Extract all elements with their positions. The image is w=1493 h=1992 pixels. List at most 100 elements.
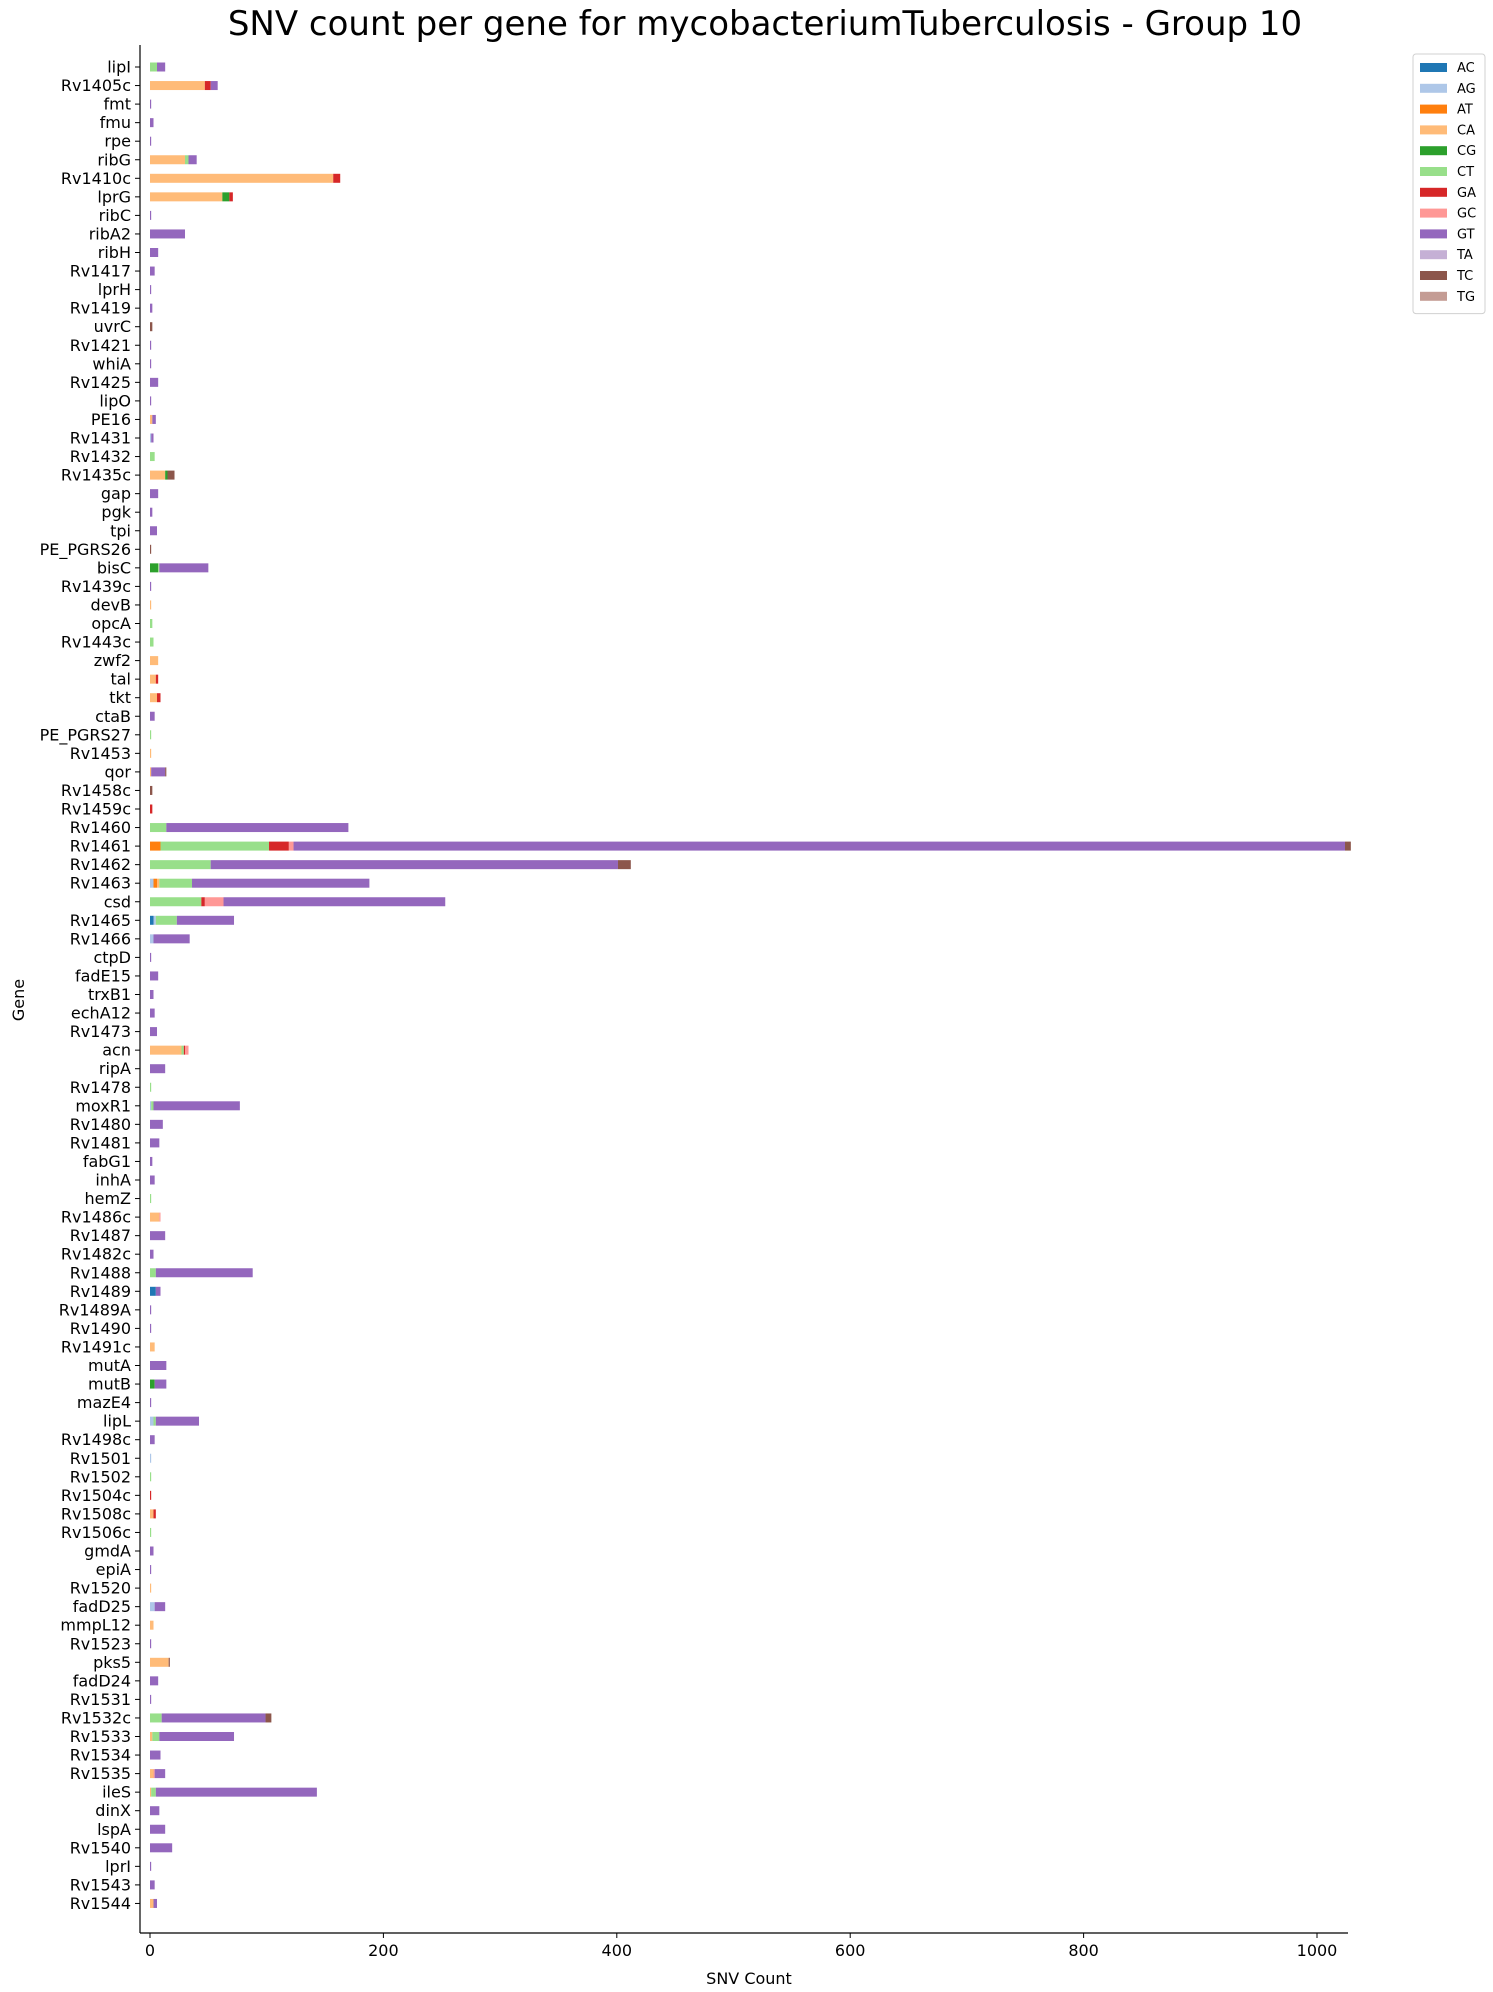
y-tick-label: bisC [97, 558, 131, 577]
y-tick-label: Rv1466 [70, 929, 131, 948]
legend: AC AG AT CA CG CT GA GC GT TA TC TG [1412, 53, 1486, 315]
bar-row [150, 526, 158, 536]
bar-row [150, 915, 235, 925]
bar-row [150, 452, 155, 462]
legend-swatch [1420, 104, 1447, 114]
bar-segment-gt [293, 841, 1346, 851]
legend-swatch [1420, 63, 1447, 72]
y-tick-label: ctpD [93, 948, 131, 967]
bar-row [150, 1027, 158, 1037]
y-tick-label: Rv1487 [70, 1226, 131, 1245]
x-tick-label: 400 [602, 1941, 633, 1960]
bar-segment-ga [155, 674, 159, 684]
bar-row [150, 730, 152, 740]
bar-segment-ct [150, 860, 211, 870]
bar-segment-ca [150, 1657, 169, 1667]
bar-area [150, 62, 1351, 1908]
bar-segment-gt [150, 303, 153, 313]
bar-segment-gt [155, 1416, 200, 1426]
bar-segment-ag [150, 1602, 155, 1612]
legend-swatch [1420, 146, 1447, 156]
y-tick-label: ileS [102, 1783, 131, 1802]
bar-segment-gt [150, 1750, 161, 1760]
bar-row [150, 1453, 152, 1463]
bar-row [150, 544, 152, 554]
bar-row [150, 1305, 152, 1315]
legend-label: AG [1457, 82, 1476, 97]
y-tick-label: lipI [107, 58, 131, 77]
bar-segment-ag [150, 878, 154, 888]
bar-segment-at [153, 878, 158, 888]
y-tick-label: Rv1508c [61, 1504, 131, 1523]
bar-row [150, 1490, 152, 1500]
bar-row [150, 1898, 158, 1908]
bar-segment-tc [265, 1713, 272, 1723]
bar-row [150, 1565, 152, 1575]
bar-segment-gt [150, 1639, 152, 1649]
bar-segment-gt [155, 1787, 317, 1797]
y-tick-label: Rv1459c [61, 800, 131, 819]
bar-row [150, 823, 349, 833]
y-tick-label: lprH [98, 280, 131, 299]
bar-segment-gt [150, 229, 186, 239]
bar-segment-gt [157, 62, 166, 72]
bar-segment-ct [150, 62, 158, 72]
legend-label: AC [1457, 61, 1475, 76]
bar-row [150, 1361, 167, 1370]
bar-segment-gc [153, 1769, 155, 1779]
bar-row [150, 1602, 166, 1612]
bar-row [150, 1620, 154, 1630]
y-axis: lipIRv1405cfmtfmurperibGRv1410clprGribCr… [40, 45, 141, 1933]
bar-row [150, 656, 159, 666]
bar-segment-gc [204, 897, 224, 907]
bar-segment-ca [150, 600, 152, 610]
bar-segment-ct [150, 1194, 152, 1204]
y-tick-label: mmpL12 [60, 1616, 131, 1635]
y-tick-label: Rv1480 [70, 1115, 131, 1134]
y-tick-label: Rv1461 [70, 837, 131, 856]
bar-segment-gt [150, 581, 152, 591]
bar-row [150, 1286, 161, 1296]
y-tick-label: Rv1543 [70, 1875, 131, 1894]
bar-segment-cg [150, 563, 159, 573]
bar-row [150, 563, 209, 573]
bar-row [150, 1435, 155, 1445]
bar-row [150, 1657, 170, 1667]
bar-row [150, 1824, 166, 1834]
y-tick-label: Rv1431 [70, 429, 131, 448]
bar-segment-gc [159, 1212, 161, 1222]
legend-swatch [1420, 291, 1447, 301]
bar-row [150, 470, 175, 480]
bar-segment-ga [269, 841, 289, 851]
bar-segment-ca [150, 674, 156, 684]
bar-segment-ca [150, 1732, 153, 1741]
bar-row [150, 619, 153, 628]
bar-row [150, 637, 154, 647]
bar-row [150, 248, 159, 257]
bar-segment-ca [150, 693, 158, 703]
y-tick-label: Rv1504c [61, 1486, 131, 1505]
bar-row [150, 1138, 160, 1148]
y-tick-label: Rv1435c [61, 466, 131, 485]
bar-segment-gt [150, 1156, 153, 1166]
bar-segment-ag [150, 433, 152, 443]
bar-row [150, 674, 159, 684]
y-tick-label: pks5 [93, 1653, 131, 1672]
bar-segment-gt [154, 1379, 167, 1389]
x-axis-label: SNV Count [706, 1969, 792, 1988]
bar-segment-ca [150, 414, 153, 424]
x-tick-label: 1000 [1297, 1941, 1338, 1960]
bar-row [150, 1843, 173, 1853]
bar-row [150, 322, 153, 332]
bar-segment-gt [155, 1286, 161, 1296]
y-tick-label: acn [102, 1041, 131, 1060]
bar-segment-gt [150, 1880, 155, 1890]
y-tick-label: Rv1425 [70, 373, 131, 392]
bar-segment-ca [150, 656, 159, 666]
y-tick-label: Rv1491c [61, 1337, 131, 1356]
legend-item: AC [1420, 61, 1475, 76]
bar-row [150, 1639, 152, 1649]
bar-segment-tc [167, 470, 175, 480]
bar-segment-gt [150, 1546, 154, 1556]
